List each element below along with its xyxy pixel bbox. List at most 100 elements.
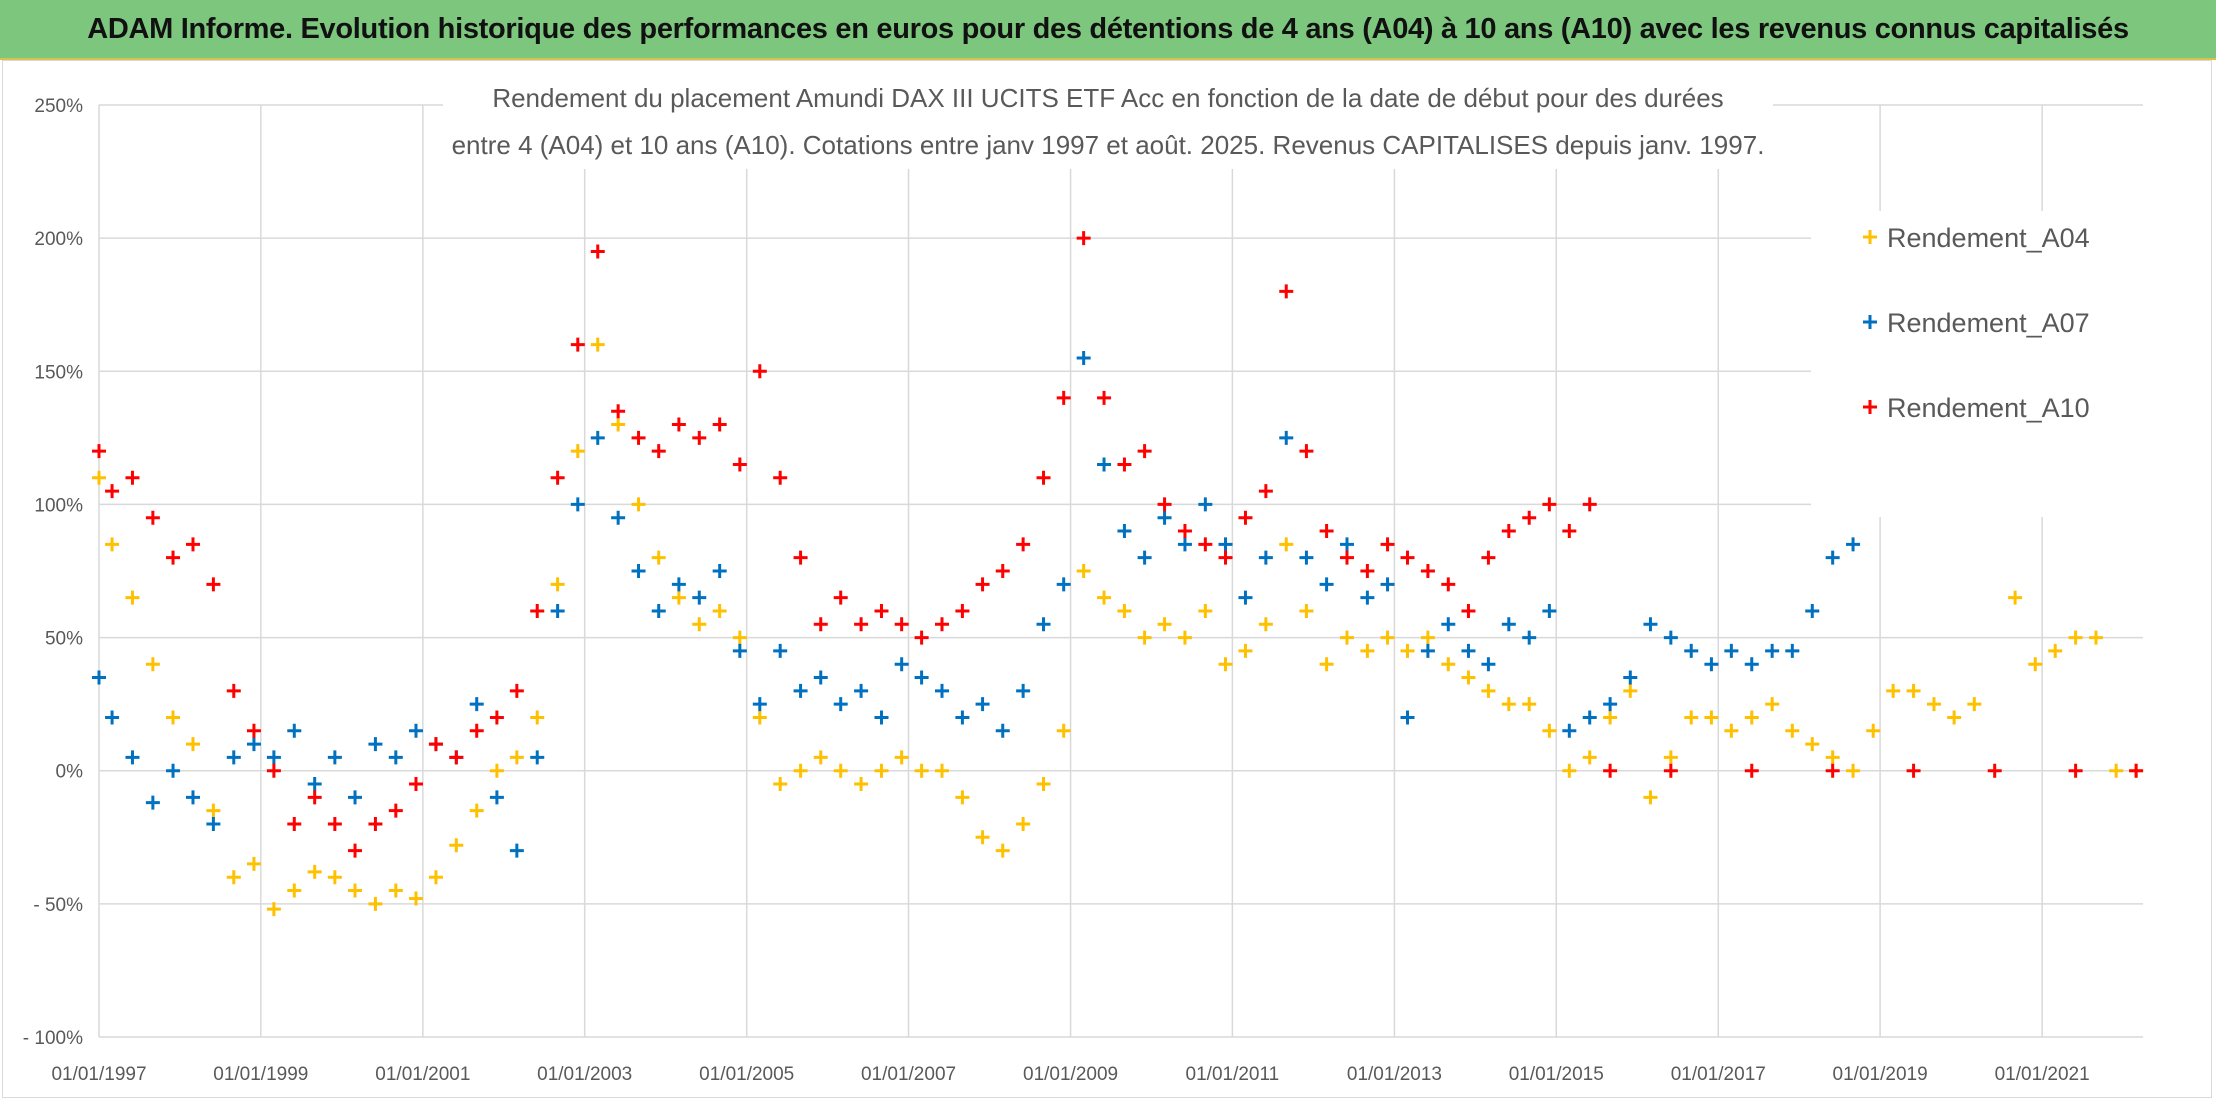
data-point	[914, 630, 929, 645]
data-point	[1785, 723, 1800, 738]
x-tick-label: 01/01/1999	[213, 1064, 308, 1085]
data-point	[489, 790, 504, 805]
x-tick-label: 01/01/2021	[1995, 1064, 2090, 1085]
data-point	[1846, 763, 1861, 778]
data-point	[185, 537, 200, 552]
data-point	[1076, 231, 1091, 246]
y-tick-label: - 50%	[33, 895, 83, 916]
legend: Rendement_A04 Rendement_A07 Rendement_A10	[1811, 211, 2146, 517]
data-point	[2008, 590, 2023, 605]
data-point	[1825, 550, 1840, 565]
data-point	[206, 577, 221, 592]
data-point	[1157, 510, 1172, 525]
data-point	[469, 723, 484, 738]
data-point	[1097, 390, 1112, 405]
data-point	[1076, 350, 1091, 365]
data-point	[894, 750, 909, 765]
data-point	[1400, 550, 1415, 565]
data-point	[1258, 550, 1273, 565]
data-point	[226, 750, 241, 765]
data-point	[1339, 550, 1354, 565]
data-point	[1704, 657, 1719, 672]
data-point	[570, 337, 585, 352]
data-point	[1542, 497, 1557, 512]
x-tick-label: 01/01/2007	[861, 1064, 956, 1085]
data-point	[1724, 643, 1739, 658]
data-point	[1603, 710, 1618, 725]
data-point	[1906, 763, 1921, 778]
data-point	[246, 737, 261, 752]
data-point	[1117, 603, 1132, 618]
data-point	[1400, 710, 1415, 725]
data-point	[854, 683, 869, 698]
data-point	[1218, 537, 1233, 552]
data-point	[125, 470, 140, 485]
data-point	[1582, 750, 1597, 765]
x-tick-label: 01/01/2015	[1509, 1064, 1604, 1085]
data-point	[489, 763, 504, 778]
data-point	[732, 643, 747, 658]
data-point	[1684, 643, 1699, 658]
data-point	[671, 590, 686, 605]
data-point	[1177, 630, 1192, 645]
data-point	[92, 670, 106, 685]
data-point	[1400, 643, 1415, 658]
data-point	[1765, 643, 1780, 658]
x-tick-label: 01/01/2005	[699, 1064, 794, 1085]
data-point	[1481, 657, 1496, 672]
data-point	[287, 723, 302, 738]
x-tick-label: 01/01/2013	[1347, 1064, 1442, 1085]
data-point	[773, 470, 788, 485]
data-point	[1117, 524, 1132, 539]
data-point	[854, 617, 869, 632]
data-point	[1562, 524, 1577, 539]
data-point	[2109, 763, 2124, 778]
data-point	[570, 497, 585, 512]
data-point	[1522, 697, 1537, 712]
data-point	[651, 550, 666, 565]
data-point	[712, 564, 727, 578]
data-point	[1036, 617, 1051, 632]
data-point	[1299, 550, 1314, 565]
data-point	[1380, 537, 1395, 552]
data-point	[975, 577, 990, 592]
data-point	[1846, 537, 1861, 552]
y-tick-label: 150%	[34, 362, 83, 383]
data-point	[206, 803, 221, 818]
data-point	[793, 763, 808, 778]
data-point	[1441, 577, 1456, 592]
data-point	[1805, 603, 1820, 618]
data-point	[1744, 710, 1759, 725]
data-point	[145, 657, 160, 672]
data-point	[611, 404, 626, 419]
data-point	[185, 790, 200, 805]
data-point	[1967, 697, 1982, 712]
grid-lines	[98, 104, 2143, 1038]
y-tick-label: 50%	[45, 629, 83, 650]
data-point	[449, 750, 464, 765]
data-point	[1825, 763, 1840, 778]
chart-title-line-2: entre 4 (A04) et 10 ans (A10). Cotations…	[452, 130, 1765, 160]
data-point	[1582, 710, 1597, 725]
data-point	[935, 763, 950, 778]
data-point	[1441, 617, 1456, 632]
data-point	[1461, 603, 1476, 618]
data-point	[388, 803, 403, 818]
data-point	[125, 590, 140, 605]
data-point	[995, 564, 1010, 578]
data-point	[428, 737, 443, 752]
data-point	[955, 603, 970, 618]
data-point	[975, 830, 990, 845]
data-point	[1258, 617, 1273, 632]
data-point	[1643, 617, 1658, 632]
data-point	[327, 816, 342, 831]
data-point	[1319, 524, 1334, 539]
data-point	[550, 603, 565, 618]
data-point	[1218, 550, 1233, 565]
data-point	[105, 537, 120, 552]
data-point	[1117, 457, 1132, 472]
data-point	[773, 643, 788, 658]
data-point	[1238, 643, 1253, 658]
data-point	[185, 737, 200, 752]
data-point	[590, 337, 605, 352]
